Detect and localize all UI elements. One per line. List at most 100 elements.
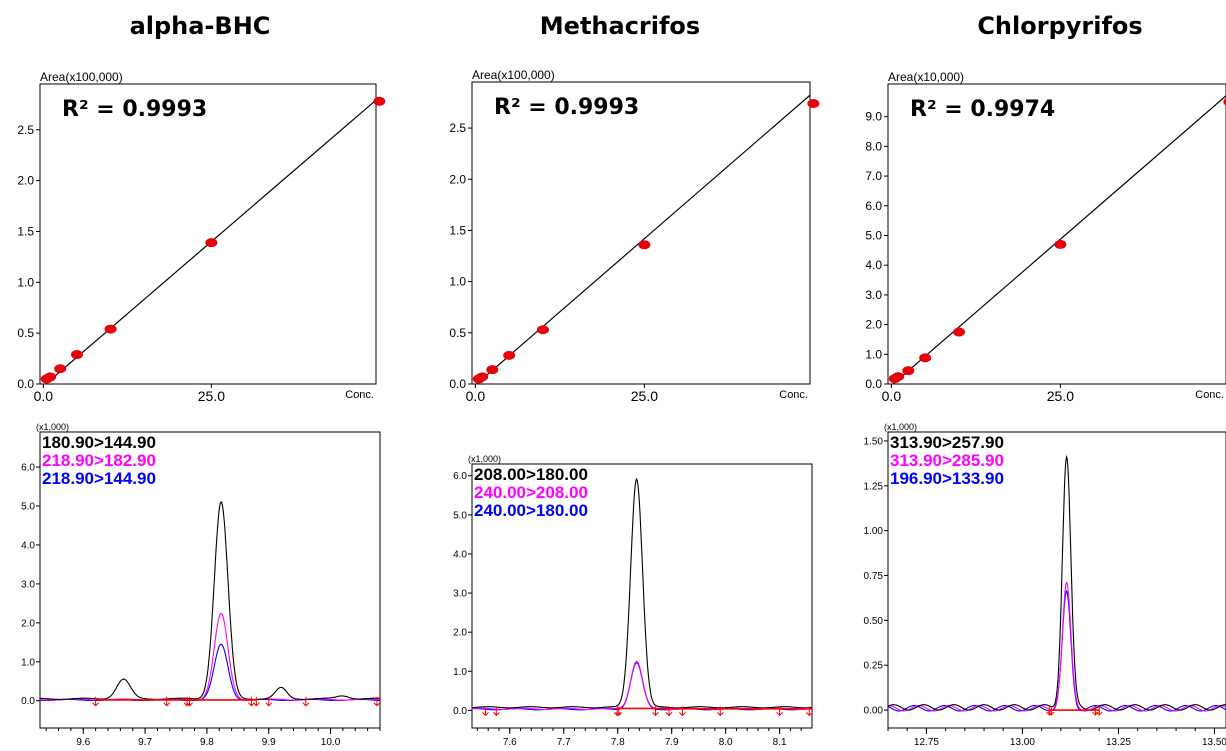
y-tick-label: 1.0 — [17, 275, 34, 289]
calibration-point — [373, 96, 386, 106]
trace-208-00-180-00 — [472, 477, 812, 709]
peak-marker — [373, 696, 381, 707]
trace-240-00-208-00 — [472, 660, 812, 710]
peak-marker — [265, 696, 273, 707]
calibration-point — [902, 366, 915, 376]
plot-frame — [471, 463, 813, 729]
peak-marker — [482, 706, 489, 717]
x-tick-label: 8.1 — [773, 737, 787, 748]
trace-313-90-285-90 — [888, 581, 1226, 712]
peak-marker — [805, 706, 813, 717]
peak-marker — [679, 706, 686, 717]
fit-line — [475, 94, 810, 384]
y-tick-label: 0.0 — [17, 377, 34, 391]
y-tick-label: 1.25 — [864, 481, 884, 492]
y-tick-label: 0.5 — [449, 326, 466, 340]
legend-208-00-180-00: 208.00>180.00 — [474, 465, 588, 484]
y-tick-label: 1.0 — [21, 657, 35, 668]
y-tick-label: 2.0 — [453, 628, 467, 639]
plot-frame — [39, 83, 377, 385]
trace-240-00-180-00 — [472, 662, 812, 711]
plot-frame — [39, 431, 381, 729]
legend-313-90-257-90: 313.90>257.90 — [890, 433, 1004, 452]
calibration-point — [205, 238, 218, 248]
calibration-point — [54, 364, 67, 374]
y-tick-label: 2.0 — [449, 172, 466, 186]
y-tick-label: 0.25 — [864, 661, 884, 672]
peak-marker — [1047, 706, 1055, 716]
calibration-point — [486, 365, 499, 375]
x-tick-label: 25.0 — [631, 388, 658, 404]
compound-title-alpha-bhc: alpha-BHC — [129, 12, 271, 40]
r-squared-label: R² = 0.9993 — [62, 97, 207, 122]
r-squared-label: R² = 0.9993 — [494, 95, 639, 120]
y-tick-label: 1.0 — [449, 275, 466, 289]
y-tick-label: 0.00 — [864, 706, 884, 717]
x-tick-label: 7.9 — [665, 737, 679, 748]
x-tick-label: 12.75 — [914, 737, 939, 748]
y-tick-label: 0.0 — [865, 377, 882, 391]
y-tick-label: 6.0 — [453, 471, 467, 482]
x-tick-label: 8.0 — [719, 737, 733, 748]
peak-marker — [1095, 706, 1103, 716]
x-tick-label: 7.8 — [611, 737, 625, 748]
x-tick-label: 7.7 — [557, 737, 571, 748]
x-tick-label: 9.8 — [200, 737, 214, 748]
legend-218-90-144-90: 218.90>144.90 — [42, 469, 156, 488]
calibration-point — [44, 372, 57, 382]
y-unit-label: Area(x100,000) — [40, 70, 123, 84]
calibration-point — [1054, 239, 1067, 249]
legend-180-90-144-90: 180.90>144.90 — [42, 433, 156, 452]
calibration-plot-chlorpyrifos: Area(x10,000) 0.0 1.0 2.0 3.0 4.0 5.0 6.0 7.0 8.0… — [865, 70, 1226, 404]
y-tick-label: 6.0 — [21, 463, 35, 474]
y-tick-label: 2.5 — [17, 123, 34, 137]
calibration-plot-methacrifos: Area(x100,000) 0.0 0.5 1.0 1.5 2.0 2.5 0.0 25.0 C… — [449, 68, 820, 404]
x-axis-label: Conc. — [345, 389, 374, 401]
y-tick-label: 4.0 — [865, 258, 882, 272]
y-unit-label: (x1,000) — [468, 454, 501, 464]
x-tick-label: 0.0 — [882, 388, 902, 404]
x-tick-label: 25.0 — [1047, 388, 1074, 404]
y-tick-label: 0.0 — [21, 696, 35, 707]
calibration-point — [70, 350, 83, 360]
plot-frame — [887, 431, 1226, 729]
calibration-point — [503, 350, 516, 360]
y-unit-label: Area(x10,000) — [888, 70, 964, 84]
chromatogram-alpha-bhc: (x1,000) 0.0 1.0 2.0 3.0 4.0 5.0 6.0 9.6 9.7 9.8 9.… — [21, 422, 381, 748]
y-tick-label: 3.0 — [865, 288, 882, 302]
calibration-plot-alpha-bhc: Area(x100,000) 0.0 0.5 1.0 1.5 2.0 2.5 0.0 25.0 C… — [17, 70, 386, 404]
y-tick-label: 2.5 — [449, 121, 466, 135]
calibration-point — [952, 327, 965, 337]
fit-line — [892, 95, 1226, 384]
y-tick-label: 1.5 — [17, 224, 34, 238]
calibration-point — [536, 325, 549, 335]
calibration-point — [104, 324, 117, 334]
y-tick-label: 5.0 — [21, 502, 35, 513]
y-tick-label: 1.50 — [864, 436, 884, 447]
y-tick-label: 4.0 — [453, 549, 467, 560]
y-tick-label: 2.0 — [865, 318, 882, 332]
y-tick-label: 4.0 — [21, 540, 35, 551]
x-tick-label: 9.7 — [138, 737, 152, 748]
x-tick-label: 7.6 — [503, 737, 517, 748]
y-tick-label: 0.75 — [864, 571, 884, 582]
y-tick-label: 0.0 — [453, 706, 467, 717]
y-unit-label: (x1,000) — [36, 422, 69, 432]
r-squared-label: R² = 0.9974 — [910, 97, 1055, 122]
x-tick-label: 25.0 — [198, 388, 225, 404]
y-tick-label: 9.0 — [865, 110, 882, 124]
peak-marker — [615, 706, 623, 717]
legend-313-90-285-90: 313.90>285.90 — [890, 451, 1004, 470]
y-tick-label: 0.50 — [864, 616, 884, 627]
x-tick-label: 13.25 — [1106, 737, 1131, 748]
x-tick-label: 9.9 — [262, 737, 276, 748]
y-unit-label: (x1,000) — [884, 422, 917, 432]
y-tick-label: 3.0 — [21, 579, 35, 590]
peak-marker — [302, 696, 310, 707]
trace-218-90-182-90 — [40, 612, 380, 701]
peak-marker — [163, 696, 171, 707]
peak-marker — [716, 706, 724, 717]
compound-title-chlorpyrifos: Chlorpyrifos — [977, 12, 1143, 40]
y-tick-label: 3.0 — [453, 589, 467, 600]
